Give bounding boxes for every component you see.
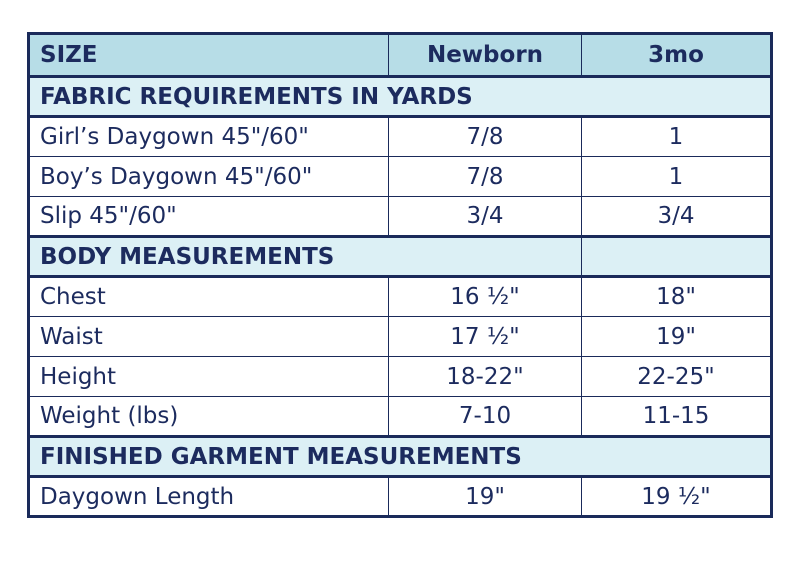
value-cell: 19" bbox=[581, 316, 772, 357]
label-cell: Slip 45"/60" bbox=[28, 196, 389, 237]
label-cell: Boy’s Daygown 45"/60" bbox=[28, 156, 389, 197]
label-cell: Height bbox=[28, 356, 389, 397]
label-cell: Daygown Length bbox=[28, 476, 389, 517]
section-row: BODY MEASUREMENTS bbox=[28, 235, 772, 278]
header-cell: SIZE bbox=[28, 33, 389, 78]
data-row: Boy’s Daygown 45"/60" 7/8 1 bbox=[28, 156, 772, 197]
value-cell: 7-10 bbox=[388, 396, 582, 437]
section-title: FINISHED GARMENT MEASUREMENTS bbox=[28, 435, 772, 478]
label-cell: Girl’s Daygown 45"/60" bbox=[28, 116, 389, 157]
value-cell: 3/4 bbox=[388, 196, 582, 237]
section-row: FABRIC REQUIREMENTS IN YARDS bbox=[28, 75, 772, 118]
value-cell: 16 ½" bbox=[388, 276, 582, 317]
section-title: BODY MEASUREMENTS bbox=[28, 235, 582, 278]
size-table: SIZE Newborn 3mo FABRIC REQUIREMENTS IN YAR… bbox=[27, 32, 773, 518]
data-row: Girl’s Daygown 45"/60" 7/8 1 bbox=[28, 116, 772, 157]
section-row: FINISHED GARMENT MEASUREMENTS bbox=[28, 435, 772, 478]
value-cell: 1 bbox=[581, 116, 772, 157]
header-row: SIZE Newborn 3mo bbox=[28, 33, 772, 78]
data-row: Chest 16 ½" 18" bbox=[28, 276, 772, 317]
value-cell: 19 ½" bbox=[581, 476, 772, 517]
value-cell: 3/4 bbox=[581, 196, 772, 237]
header-cell: Newborn bbox=[388, 33, 582, 78]
value-cell: 1 bbox=[581, 156, 772, 197]
label-cell: Chest bbox=[28, 276, 389, 317]
section-title: FABRIC REQUIREMENTS IN YARDS bbox=[28, 75, 772, 118]
value-cell: 7/8 bbox=[388, 116, 582, 157]
header-cell: 3mo bbox=[581, 33, 772, 78]
empty-cell bbox=[581, 235, 772, 278]
label-cell: Weight (lbs) bbox=[28, 396, 389, 437]
value-cell: 19" bbox=[388, 476, 582, 517]
value-cell: 18-22" bbox=[388, 356, 582, 397]
data-row: Slip 45"/60" 3/4 3/4 bbox=[28, 196, 772, 237]
value-cell: 7/8 bbox=[388, 156, 582, 197]
data-row: Daygown Length 19" 19 ½" bbox=[28, 476, 772, 517]
label-cell: Waist bbox=[28, 316, 389, 357]
data-row: Waist 17 ½" 19" bbox=[28, 316, 772, 357]
table-body: SIZE Newborn 3mo FABRIC REQUIREMENTS IN YAR… bbox=[28, 33, 772, 517]
value-cell: 22-25" bbox=[581, 356, 772, 397]
data-row: Weight (lbs) 7-10 11-15 bbox=[28, 396, 772, 437]
value-cell: 17 ½" bbox=[388, 316, 582, 357]
data-row: Height 18-22" 22-25" bbox=[28, 356, 772, 397]
value-cell: 18" bbox=[581, 276, 772, 317]
value-cell: 11-15 bbox=[581, 396, 772, 437]
